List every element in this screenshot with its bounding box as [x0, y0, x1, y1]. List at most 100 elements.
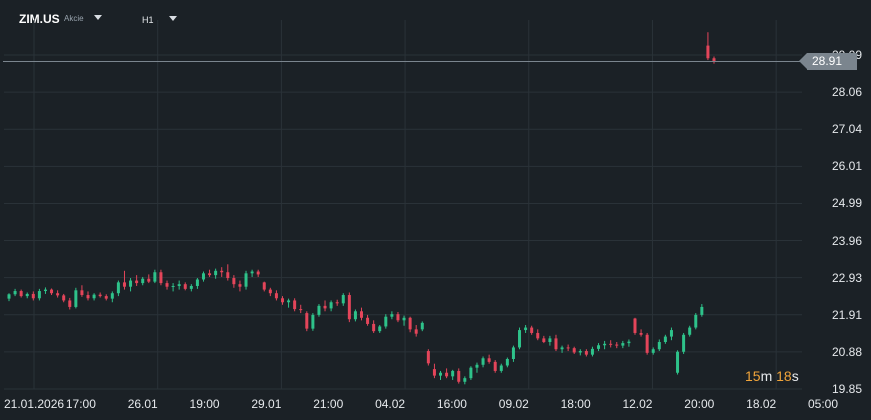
candle-body-down	[226, 272, 230, 279]
candle-body-up	[469, 367, 473, 379]
candle-body-up	[627, 341, 631, 344]
time-tick-label: 18:00	[560, 397, 591, 411]
candle-body-up	[682, 334, 686, 352]
candle-body-up	[657, 342, 661, 350]
chart-grid	[4, 20, 802, 390]
candle-body-up	[250, 271, 254, 274]
candle-body-down	[432, 369, 436, 376]
time-tick-label: 21:00	[313, 397, 344, 411]
candle-body-up	[378, 326, 382, 332]
candle-body-down	[232, 278, 236, 285]
candle-body-down	[274, 293, 278, 299]
candle-body-up	[578, 351, 582, 353]
candle-body-up	[511, 347, 515, 359]
candle-body-down	[347, 295, 351, 320]
candle-body-up	[92, 294, 96, 299]
candle-body-up	[341, 295, 345, 304]
candle-body-down	[62, 295, 66, 301]
candle-body-up	[311, 314, 315, 329]
candle-body-up	[43, 289, 47, 292]
candle-body-up	[25, 293, 29, 297]
candle-body-down	[615, 344, 619, 346]
candle-body-up	[420, 322, 424, 330]
candle-body-down	[98, 294, 102, 297]
candle-body-down	[554, 338, 558, 350]
candle-body-down	[323, 305, 327, 309]
candle-body-up	[195, 279, 199, 286]
candle-body-up	[37, 291, 41, 299]
candle-body-up	[548, 338, 552, 343]
candle-body-up	[317, 305, 321, 315]
candle-body-down	[80, 290, 84, 296]
candle-body-up	[676, 351, 680, 373]
candlestick-series	[7, 32, 716, 385]
price-tick-label: 23.96	[831, 233, 862, 248]
candle-body-up	[518, 330, 522, 348]
candle-body-up	[13, 291, 17, 295]
symbol-dropdown-chevron-down-icon[interactable]	[94, 15, 102, 20]
candle-body-up	[390, 314, 394, 317]
countdown-seconds: 18	[776, 368, 792, 384]
candle-body-down	[220, 270, 224, 273]
candle-body-down	[408, 317, 412, 330]
time-tick-label: 16:00	[436, 397, 467, 411]
countdown-minutes-unit: m	[760, 368, 773, 384]
countdown-minutes: 15	[745, 368, 761, 384]
candle-body-up	[74, 290, 78, 307]
candle-body-down	[135, 280, 139, 284]
candle-body-up	[7, 294, 11, 299]
candle-body-down	[530, 327, 534, 333]
candle-body-up	[663, 336, 667, 343]
candle-body-up	[463, 378, 467, 382]
timeframe-selector[interactable]: H1	[142, 15, 154, 25]
candle-body-up	[177, 284, 181, 286]
candle-body-up	[384, 316, 388, 327]
candle-body-down	[335, 302, 339, 304]
candle-body-down	[122, 282, 126, 287]
candle-body-down	[639, 332, 643, 335]
candle-body-up	[329, 302, 333, 309]
candle-body-down	[426, 351, 430, 364]
countdown-seconds-unit: s	[791, 368, 799, 384]
candle-body-down	[68, 300, 72, 307]
candle-body-down	[31, 293, 35, 299]
candle-body-down	[293, 300, 297, 310]
time-tick-label: 12.02	[622, 397, 653, 411]
candle-body-down	[414, 329, 418, 334]
candle-body-down	[609, 343, 613, 345]
timeframe-chevron-down-icon[interactable]	[169, 16, 177, 21]
candle-body-up	[201, 273, 205, 280]
candle-body-up	[669, 330, 673, 337]
candle-body-up	[110, 293, 114, 299]
symbol-label[interactable]: ZIM.US	[19, 12, 60, 26]
candle-body-down	[183, 284, 187, 289]
candle-body-up	[171, 285, 175, 287]
candle-body-up	[481, 358, 485, 365]
candle-body-down	[584, 351, 588, 355]
time-tick-label: 17:00	[65, 397, 96, 411]
candle-body-up	[439, 372, 443, 376]
candle-body-down	[445, 372, 449, 377]
candle-body-up	[451, 370, 455, 377]
price-tick-label: 19.85	[831, 382, 862, 396]
candle-body-up	[694, 314, 698, 328]
time-tick-label: 04.02	[375, 397, 406, 411]
candle-body-down	[712, 58, 716, 62]
candle-body-down	[396, 314, 400, 321]
candle-body-up	[651, 349, 655, 353]
candle-body-down	[238, 284, 242, 287]
candle-body-down	[366, 317, 370, 324]
candle-body-down	[56, 293, 60, 296]
price-tick-label: 21.91	[831, 307, 862, 322]
candle-body-up	[353, 311, 357, 320]
candle-body-down	[165, 283, 169, 287]
candle-body-down	[536, 332, 540, 339]
current-price-tag: 28.91	[799, 53, 857, 70]
price-tick-label: 26.01	[831, 159, 862, 174]
candle-body-down	[86, 295, 90, 299]
candle-countdown: 15m 18s	[745, 368, 799, 384]
candle-body-up	[505, 358, 509, 366]
time-tick-label: 05:00	[808, 397, 839, 411]
candle-body-up	[590, 348, 594, 355]
